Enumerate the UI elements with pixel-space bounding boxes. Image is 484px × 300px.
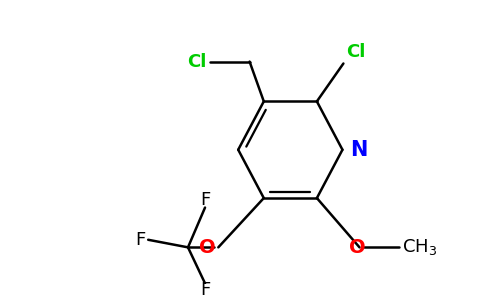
Text: Cl: Cl [346,43,365,61]
Text: N: N [350,140,367,160]
Text: F: F [135,231,145,249]
Text: F: F [200,281,210,299]
Text: O: O [349,238,366,257]
Text: F: F [200,191,210,209]
Text: O: O [199,238,215,257]
Text: CH$_3$: CH$_3$ [402,237,438,257]
Text: Cl: Cl [188,52,207,70]
